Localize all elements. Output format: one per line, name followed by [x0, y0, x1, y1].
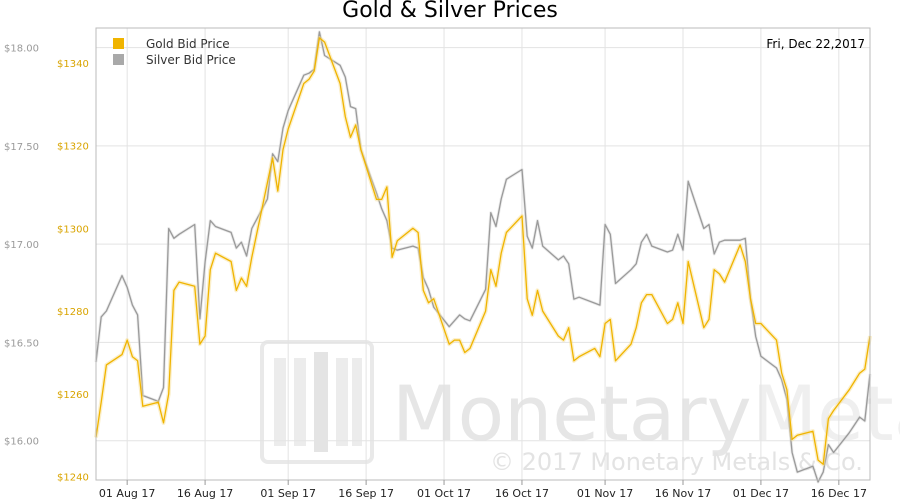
legend-item-gold[interactable]: Gold Bid Price: [113, 37, 230, 51]
chart-title: Gold & Silver Prices: [342, 0, 558, 23]
silver-tick-label: $17.50: [4, 142, 39, 153]
grid-layer: [96, 28, 870, 480]
x-tick-label: 01 Nov 17: [577, 487, 633, 500]
x-tick-label: 16 Sep 17: [338, 487, 394, 500]
gold-bid-price-line[interactable]: [95, 37, 871, 465]
gold-tick-label: $1260: [57, 390, 89, 401]
gold-tick-label: $1300: [57, 224, 89, 235]
legend-swatch-silver: [113, 54, 124, 65]
legend: Gold Bid Price Silver Bid Price: [113, 37, 236, 67]
x-tick-label: 01 Aug 17: [99, 487, 155, 500]
silver-tick-label: $18.00: [4, 44, 39, 55]
x-tick-label: 16 Aug 17: [177, 487, 233, 500]
legend-label-silver: Silver Bid Price: [146, 53, 236, 67]
tick-layer: 01 Aug 17 16 Aug 17 01 Sep 17 16 Sep 17 01 O…: [4, 44, 867, 500]
x-tick-label: 16 Oct 17: [495, 487, 549, 500]
x-tick-label: 01 Sep 17: [260, 487, 316, 500]
series-layer: [94, 30, 872, 484]
gold-tick-label: $1320: [57, 142, 89, 153]
watermark-word-monetary: Monetary: [392, 369, 752, 458]
x-tick-label: 16 Nov 17: [655, 487, 711, 500]
silver-bid-price-line[interactable]: [95, 31, 871, 483]
current-date-label: Fri, Dec 22,2017: [766, 37, 865, 51]
gold-tick-label: $1240: [57, 473, 89, 484]
plot-frame: [95, 27, 871, 481]
silver-tick-label: $16.00: [4, 437, 39, 448]
x-tick-label: 16 Dec 17: [811, 487, 867, 500]
silver-tick-label: $17.00: [4, 240, 39, 251]
monetary-metals-logo-icon: [260, 340, 374, 464]
gold-tick-label: $1340: [57, 59, 89, 70]
gold-tick-label: $1280: [57, 307, 89, 318]
x-tick-label: 01 Dec 17: [733, 487, 789, 500]
legend-swatch-gold: [113, 38, 124, 49]
legend-item-silver[interactable]: Silver Bid Price: [113, 53, 236, 67]
silver-tick-label: $16.50: [4, 338, 39, 349]
legend-label-gold: Gold Bid Price: [146, 37, 230, 51]
x-tick-label: 01 Oct 17: [417, 487, 471, 500]
watermark-copyright: © 2017 Monetary Metals & Co.: [490, 448, 863, 476]
